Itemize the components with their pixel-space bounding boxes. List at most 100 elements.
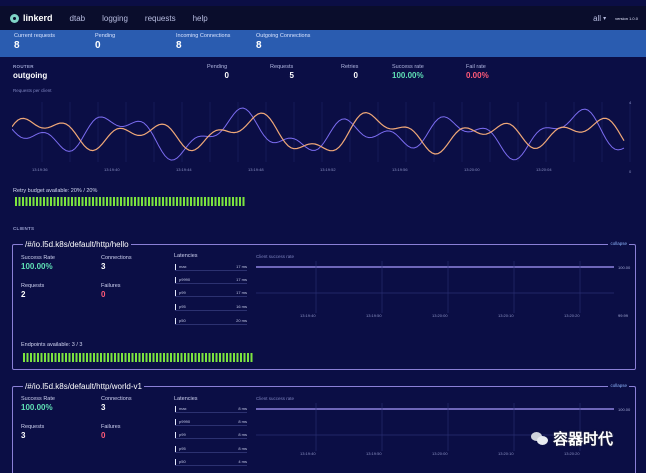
y-top-label: 100.00 xyxy=(618,407,631,412)
success-rate-value: 100.00% xyxy=(392,71,424,80)
latency-bar xyxy=(175,446,176,452)
summary-current-requests: Current requests 8 xyxy=(14,33,55,51)
stat-label: Failures xyxy=(101,283,121,289)
stat-value: 3 xyxy=(101,262,106,271)
x-tick-label: 13:20:20 xyxy=(564,313,580,318)
latency-name: p9990 xyxy=(179,277,191,282)
router-stat-fail-rate: Fail rate 0.00% xyxy=(466,64,489,80)
latency-value: 17 ms xyxy=(236,290,247,295)
logo[interactable]: linkerd xyxy=(10,13,53,23)
stat-value: 3 xyxy=(101,403,106,412)
client-success-rate-chart: 100.00 13:19:40 13:19:50 13:20:00 13:20:10 13… xyxy=(256,403,631,456)
router-filter-value[interactable]: all xyxy=(593,13,602,23)
y-bottom-label: 99.99 xyxy=(618,313,629,318)
latency-name: p50 xyxy=(179,459,186,464)
client-success-rate: Success Rate 100.00% xyxy=(21,396,55,412)
latency-bar xyxy=(175,277,176,283)
latency-bar xyxy=(175,290,176,296)
fail-rate-value: 0.00% xyxy=(466,71,489,80)
y-top-label: 100.00 xyxy=(618,265,631,270)
stat-label: Failures xyxy=(101,424,121,430)
summary-bar: Current requests 8 Pending 0 Incoming Co… xyxy=(0,30,646,57)
wechat-icon xyxy=(531,431,549,446)
latency-name: p9990 xyxy=(179,419,191,424)
client-failures: Failures 0 xyxy=(101,424,121,440)
latency-value: 8 ms xyxy=(238,446,247,451)
nav-link-requests[interactable]: requests xyxy=(144,13,176,23)
latency-name: max xyxy=(179,406,187,411)
series-line xyxy=(12,107,625,161)
latency-value: 17 ms xyxy=(236,277,247,282)
x-tick-label: 13:19:50 xyxy=(366,451,382,456)
latency-bar xyxy=(175,318,176,324)
chevron-down-icon[interactable]: ▾ xyxy=(603,15,607,22)
collapse-button[interactable]: collapse xyxy=(608,241,629,246)
y-min-label: 0 xyxy=(629,169,632,174)
latencies-title: Latencies xyxy=(174,396,198,402)
latencies-title: Latencies xyxy=(174,253,198,259)
x-tick-label: 13:20:10 xyxy=(498,451,514,456)
x-tick-label: 13:20:00 xyxy=(464,167,480,172)
stat-value: 100.00% xyxy=(21,262,53,271)
latency-name: p50 xyxy=(179,318,186,323)
router-filter[interactable]: all ▾ version 1.0.0 xyxy=(593,14,638,23)
latency-value: 20 ms xyxy=(236,318,247,323)
x-tick-label: 13:20:00 xyxy=(432,451,448,456)
stat-value: 100.00% xyxy=(21,403,53,412)
latency-bar xyxy=(175,406,176,412)
client-title: /#/io.l5d.k8s/default/http/world-v1 xyxy=(23,382,144,391)
stat-label: Requests xyxy=(21,424,45,430)
summary-incoming-connections: Incoming Connections 8 xyxy=(176,33,230,51)
latency-row: p95 8 ms xyxy=(175,445,247,453)
latency-row: max 17 ms xyxy=(175,263,247,271)
x-tick-label: 13:19:52 xyxy=(320,167,336,172)
stat-label: Fail rate xyxy=(466,64,486,70)
client-success-rate-chart: 100.00 99.99 13:19:40 13:19:50 13:20:00 13:20… xyxy=(256,261,631,318)
client-title: /#/io.l5d.k8s/default/http/hello xyxy=(23,240,131,249)
collapse-button[interactable]: collapse xyxy=(608,383,629,388)
summary-value: 8 xyxy=(256,40,262,51)
latency-value: 4 ms xyxy=(238,459,247,464)
stat-label: Retries xyxy=(341,64,359,70)
summary-label: Incoming Connections xyxy=(176,33,231,39)
nav-link-dtab[interactable]: dtab xyxy=(69,13,86,23)
client-connections: Connections 3 xyxy=(101,396,132,412)
x-tick-label: 13:19:56 xyxy=(392,167,408,172)
linkerd-logo-icon xyxy=(10,13,19,23)
client-success-rate-chart-label: Client success rate xyxy=(256,396,295,401)
summary-outgoing-connections: Outgoing Connections 8 xyxy=(256,33,310,51)
watermark: 容器时代 xyxy=(531,428,613,449)
summary-value: 8 xyxy=(176,40,182,51)
x-tick-label: 13:19:40 xyxy=(300,313,316,318)
latency-bar xyxy=(175,304,176,310)
latency-value: 16 ms xyxy=(236,304,247,309)
client-requests: Requests 3 xyxy=(21,424,44,440)
stat-value: 0 xyxy=(101,431,106,440)
x-tick-label: 13:19:36 xyxy=(32,167,48,172)
summary-label: Pending xyxy=(95,33,116,39)
latency-bar xyxy=(175,419,176,425)
nav-link-help[interactable]: help xyxy=(192,13,208,23)
endpoints-label: Endpoints available: 3 / 3 xyxy=(21,342,83,348)
series-line xyxy=(12,112,625,155)
stat-value: 2 xyxy=(21,290,26,299)
x-tick-label: 13:19:40 xyxy=(300,451,316,456)
latency-name: p95 xyxy=(179,446,186,451)
x-tick-label: 13:20:00 xyxy=(432,313,448,318)
latency-name: max xyxy=(179,264,187,269)
summary-label: Current requests xyxy=(14,33,55,39)
latency-row: max 8 ms xyxy=(175,405,247,413)
client-connections: Connections 3 xyxy=(101,255,132,271)
x-tick-label: 13:20:04 xyxy=(536,167,552,172)
nav-link-logging[interactable]: logging xyxy=(102,13,128,23)
summary-value: 0 xyxy=(95,40,101,51)
latency-value: 17 ms xyxy=(236,264,247,269)
stat-label: Success Rate xyxy=(21,255,55,261)
watermark-text: 容器时代 xyxy=(553,431,614,448)
stat-label: Requests xyxy=(21,283,45,289)
x-tick-label: 13:19:44 xyxy=(176,167,192,172)
stat-value: 0 xyxy=(224,71,229,80)
latency-row: p99 17 ms xyxy=(175,289,247,297)
top-nav: linkerd dtab logging requests help all ▾… xyxy=(0,6,646,30)
